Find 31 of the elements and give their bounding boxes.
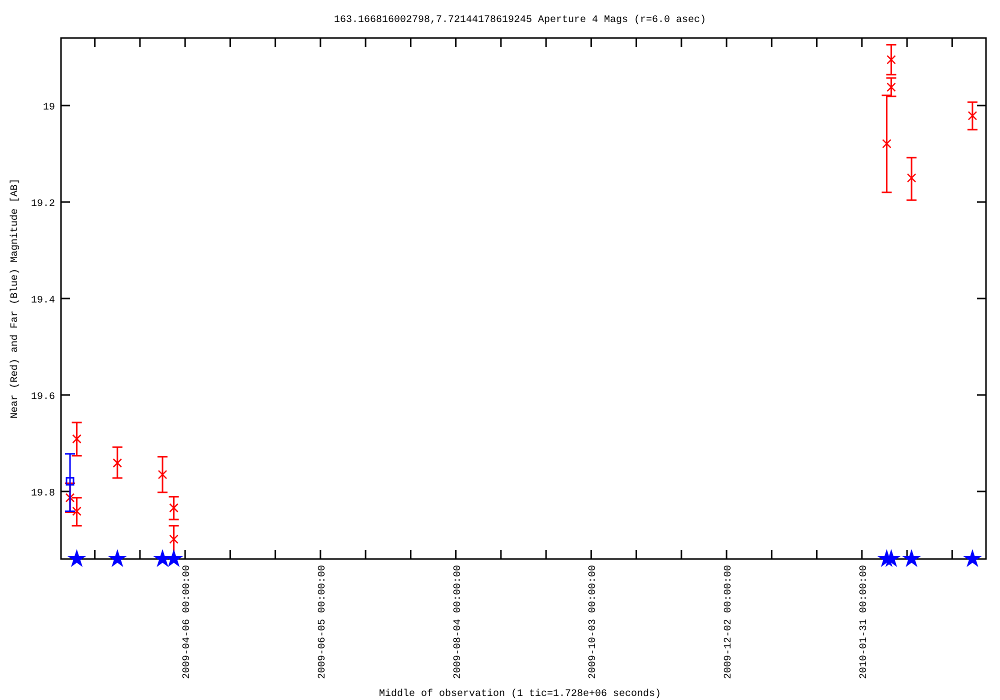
point xyxy=(169,534,178,544)
point xyxy=(886,55,896,64)
point xyxy=(968,111,978,120)
point xyxy=(882,138,892,148)
point xyxy=(886,82,896,92)
y-tick-label: 19.8 xyxy=(30,488,55,500)
x-tick-label: 2010-01-31 00:00:00 xyxy=(858,565,870,680)
y-axis-title: Near (Red) and Far (Blue) Magnitude [AB] xyxy=(9,178,21,419)
y-tick-label: 19 xyxy=(42,102,55,114)
point xyxy=(108,549,127,568)
x-tick-label: 2009-06-05 00:00:00 xyxy=(317,565,328,680)
y-tick-label: 19.2 xyxy=(30,199,55,210)
point xyxy=(67,549,86,568)
x-tick-label: 2009-12-02 00:00:00 xyxy=(724,565,735,680)
point xyxy=(66,477,74,486)
y-tick-label: 19.4 xyxy=(30,296,55,306)
point xyxy=(65,493,75,502)
chart-title: 163.166816002798,7.72144178619245 Aperture 4 Mags (r=6.0 asec) xyxy=(334,14,706,26)
point xyxy=(169,503,178,513)
point xyxy=(158,470,168,480)
point xyxy=(72,506,82,516)
x-tick-label: 2009-04-06 00:00:00 xyxy=(182,565,194,680)
x-axis-title: Middle of observation (1 tic=1.728e+06 seconds) xyxy=(378,688,662,700)
x-tick-label: 2009-08-04 00:00:00 xyxy=(452,565,464,680)
point xyxy=(72,434,82,444)
point xyxy=(112,458,122,468)
y-tick-label: 19.6 xyxy=(30,392,55,403)
point xyxy=(902,549,921,568)
x-tick-label: 2009-10-03 00:00:00 xyxy=(588,565,600,680)
point xyxy=(963,549,982,568)
point xyxy=(906,173,916,183)
